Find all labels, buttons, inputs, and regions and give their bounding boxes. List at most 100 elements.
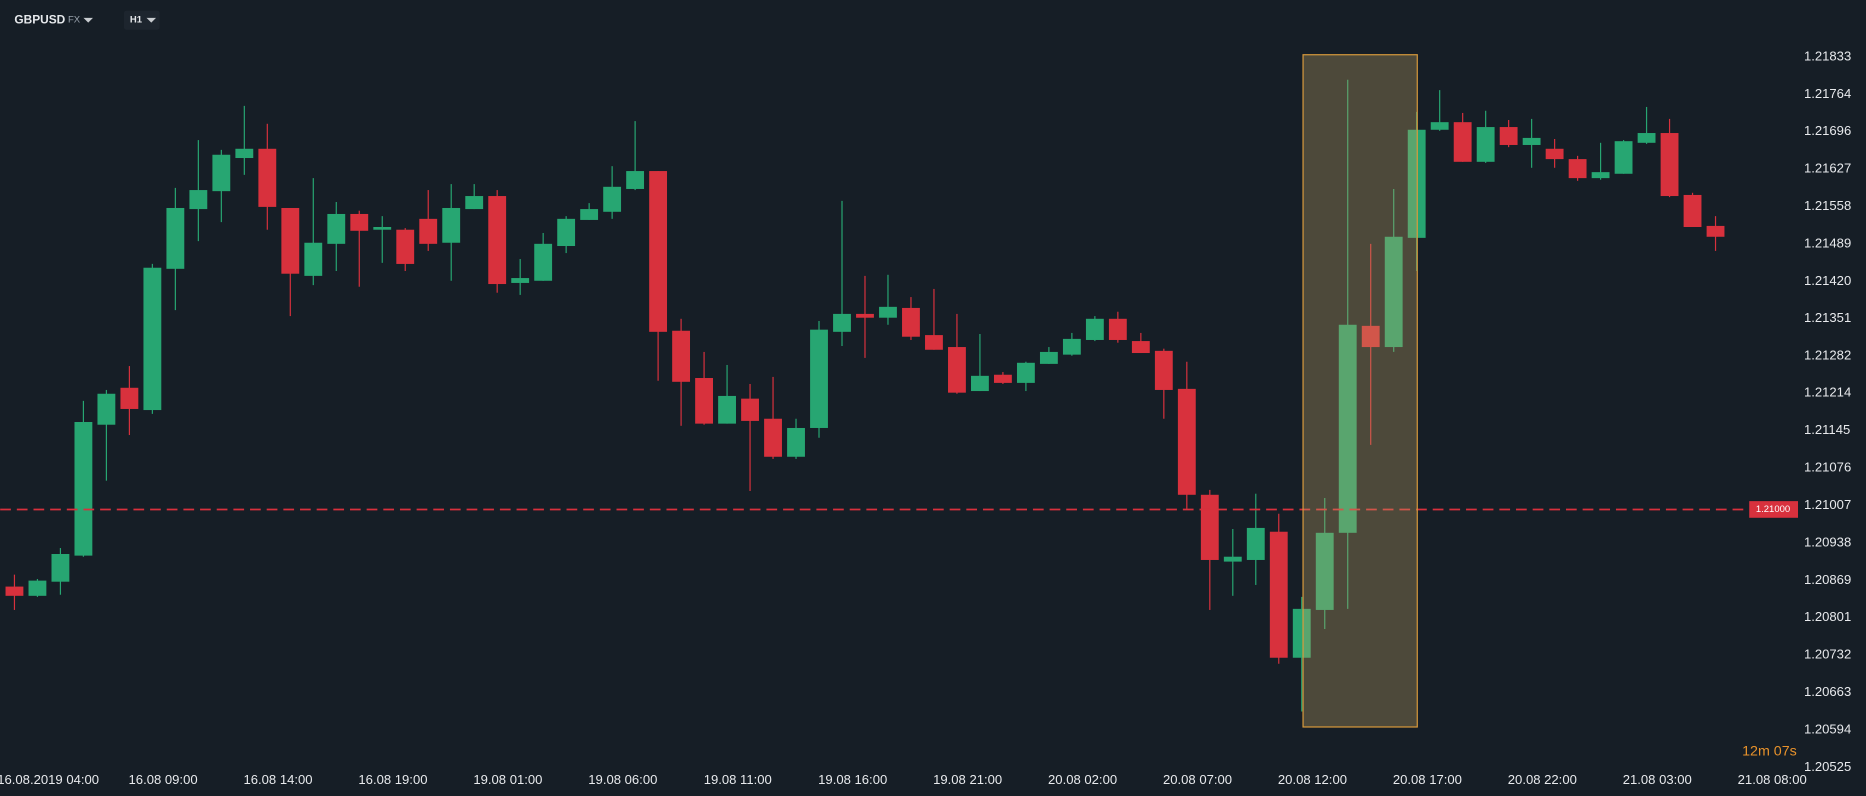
candle-body — [1269, 531, 1288, 658]
candle-body — [1660, 133, 1679, 197]
y-tick-label: 1.20732 — [1804, 646, 1851, 661]
candle-body — [993, 374, 1012, 383]
candle-body — [626, 171, 645, 189]
y-tick-label: 1.21214 — [1804, 385, 1851, 400]
y-tick-label: 1.21351 — [1804, 310, 1851, 325]
y-tick-label: 1.21627 — [1804, 160, 1851, 175]
x-tick-label: 20.08 02:00 — [1048, 772, 1117, 787]
candle-body — [557, 218, 576, 247]
candle-body — [1292, 608, 1311, 658]
candle-body — [327, 213, 346, 244]
candle-body — [1154, 350, 1173, 390]
candle-body — [833, 313, 851, 332]
candle-body — [28, 580, 47, 596]
x-tick-label: 16.08 19:00 — [358, 772, 427, 787]
candle-body — [488, 196, 507, 285]
x-tick-label: 20.08 22:00 — [1508, 772, 1577, 787]
x-tick-label: 20.08 07:00 — [1163, 772, 1232, 787]
candle-body — [5, 586, 24, 596]
candle-body — [74, 422, 93, 556]
candle-body — [856, 313, 874, 318]
y-tick-label: 1.21558 — [1804, 198, 1851, 213]
x-tick-label: 21.08 03:00 — [1623, 772, 1692, 787]
candle-body — [879, 306, 897, 318]
candle-body — [1177, 388, 1196, 495]
candle-body — [1499, 127, 1518, 145]
candle-body — [1637, 133, 1656, 143]
candle-body — [1108, 318, 1127, 340]
candle-body — [787, 427, 805, 457]
candle-body — [281, 207, 300, 274]
candle-body — [580, 209, 599, 220]
candle-body — [1614, 141, 1633, 174]
candle-body — [1568, 159, 1587, 179]
candle-body — [235, 148, 254, 159]
y-tick-label: 1.21489 — [1804, 235, 1851, 250]
symbol[interactable]: GBPUSD — [14, 12, 65, 26]
candle-body — [212, 154, 231, 192]
candle-body — [718, 395, 736, 424]
candle-body — [741, 398, 759, 421]
x-tick-label: 19.08 21:00 — [933, 772, 1002, 787]
x-tick-label: 16.08 09:00 — [129, 772, 198, 787]
x-tick-label: 16.08.2019 04:00 — [0, 772, 99, 787]
candle-body — [1338, 324, 1357, 533]
candle-body — [350, 213, 369, 231]
dropdown-arrow[interactable] — [83, 17, 93, 23]
candle-body — [1085, 318, 1104, 340]
candle-body — [1246, 527, 1265, 560]
candle-body — [1200, 494, 1219, 560]
candle-body — [166, 207, 185, 269]
x-tick-label: 19.08 16:00 — [818, 772, 887, 787]
y-tick-label: 1.20525 — [1804, 759, 1851, 774]
candle-body — [1062, 338, 1081, 355]
candle-body — [603, 186, 622, 212]
candle-body — [1384, 236, 1403, 348]
candle-body — [120, 387, 139, 409]
candle-body — [810, 329, 828, 428]
candle-body — [649, 171, 668, 332]
candle-body — [764, 418, 782, 457]
candle-body — [1545, 148, 1564, 160]
candle-body — [304, 242, 323, 276]
candle-body — [143, 267, 162, 411]
candle-body — [1315, 532, 1334, 610]
y-tick-label: 1.20594 — [1804, 721, 1851, 736]
candle-body — [189, 190, 208, 210]
candle-body — [1361, 325, 1380, 348]
timeframe-button[interactable] — [123, 10, 160, 30]
candle-body — [511, 278, 530, 283]
candle-body — [1223, 556, 1242, 562]
x-tick-label: 21.08 08:00 — [1738, 772, 1807, 787]
x-tick-label: 19.08 01:00 — [473, 772, 542, 787]
y-tick-label: 1.21076 — [1804, 460, 1851, 475]
candle-body — [51, 553, 70, 582]
candle-body — [1476, 127, 1495, 162]
x-tick-label: 16.08 14:00 — [243, 772, 312, 787]
candle-body — [97, 393, 116, 425]
candle-body — [465, 196, 484, 210]
candle-body — [1591, 172, 1610, 179]
countdown: 12m 07s — [1742, 744, 1797, 760]
candle-body — [1016, 362, 1035, 383]
candle-body — [948, 347, 966, 393]
candle-body — [672, 330, 691, 382]
market[interactable]: FX — [68, 15, 81, 26]
candle-body — [1430, 122, 1449, 130]
candle-body — [1706, 225, 1725, 237]
y-tick-label: 1.20938 — [1804, 535, 1851, 550]
price-label-box — [1749, 501, 1799, 518]
dropdown-arrow[interactable] — [146, 17, 157, 23]
candle-body — [1683, 194, 1702, 227]
candle-body — [1522, 137, 1541, 145]
candle-body — [902, 307, 920, 337]
x-tick-label: 19.08 06:00 — [588, 772, 657, 787]
candle-body — [258, 148, 277, 207]
candle-body — [1039, 351, 1058, 364]
highlight-box — [1302, 54, 1418, 728]
y-tick-label: 1.20801 — [1804, 609, 1851, 624]
x-tick-label: 19.08 11:00 — [704, 772, 772, 787]
timeframe[interactable]: H1 — [130, 15, 143, 26]
